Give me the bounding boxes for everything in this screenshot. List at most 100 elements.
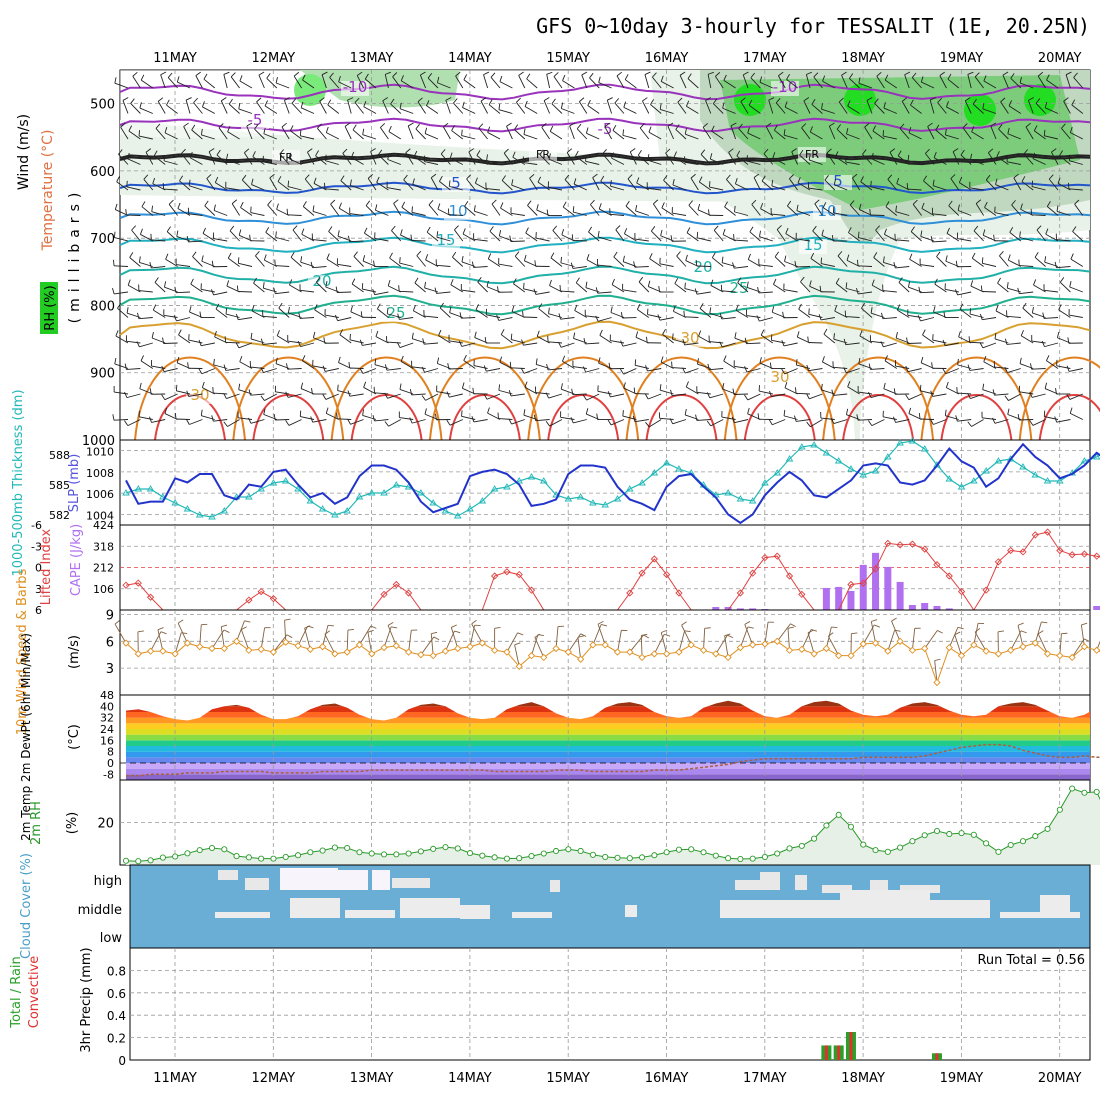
- li-point: [884, 539, 892, 548]
- wind-barb: [561, 234, 575, 242]
- wind-barb: [814, 203, 823, 216]
- wind-barb: [627, 178, 637, 191]
- wind-point: [183, 639, 192, 647]
- wind-barb-flag: [838, 97, 844, 103]
- wind-barb: [827, 635, 840, 656]
- wind-barb: [362, 134, 377, 140]
- wind-barb: [587, 105, 600, 114]
- wind-barb: [462, 107, 476, 114]
- wind-barb-flag: [698, 330, 702, 337]
- wind-barb: [723, 360, 736, 369]
- wind-barb-flag: [807, 629, 814, 634]
- wind-barb-flag: [168, 199, 174, 205]
- wind-barb: [1072, 231, 1084, 242]
- wind-barb: [950, 178, 960, 191]
- wind-barb: [120, 126, 129, 140]
- wind-barb-flag: [238, 229, 242, 236]
- thickness-point: [920, 445, 929, 452]
- wind-barb: [984, 207, 997, 216]
- wind-point: [196, 643, 204, 651]
- wind-barb: [552, 230, 563, 242]
- wind-barb: [251, 184, 265, 191]
- wind-barb: [190, 283, 203, 293]
- wind-barb-flag: [522, 310, 524, 318]
- wind-barb: [1080, 624, 1085, 647]
- wind-barb: [960, 154, 972, 165]
- wind-barb: [188, 213, 203, 216]
- wind-barb: [783, 289, 798, 293]
- wind-barb: [175, 291, 191, 294]
- wind-barb-flag: [1020, 203, 1023, 210]
- contour-35-arch: [547, 394, 620, 441]
- wind-barb: [952, 151, 960, 165]
- wind-barb-flag: [363, 100, 367, 107]
- wind-barb: [230, 76, 240, 89]
- thickness-point: [281, 477, 290, 484]
- wind-barb: [151, 239, 166, 242]
- wind-point: [466, 643, 474, 651]
- wind-barb-flag: [582, 366, 587, 373]
- wind-barb-flag: [822, 202, 827, 208]
- wind-barb-flag: [955, 415, 958, 422]
- wind-barb: [183, 126, 191, 140]
- rh-point: [884, 848, 891, 855]
- contour-line: [119, 265, 1091, 285]
- wind-barb-flag: [273, 414, 276, 421]
- wind-barb-flag: [116, 176, 120, 182]
- li-point: [859, 579, 867, 587]
- wind-barb-flag: [310, 416, 314, 423]
- wind-barb-flag: [1034, 252, 1039, 258]
- wind-barb: [735, 183, 749, 191]
- wind-barb-flag: [113, 231, 116, 238]
- date-label-top: 14MAY: [448, 51, 492, 66]
- wind-barb-flag: [558, 341, 562, 348]
- contour-line: [119, 117, 1091, 133]
- wind-barb-flag: [592, 173, 598, 179]
- wind-barb-flag: [1081, 622, 1088, 626]
- wind-barb-flag: [1044, 382, 1048, 389]
- cloud-block-mid: [512, 912, 552, 918]
- wind-barb: [895, 211, 910, 216]
- wind-barb-flag: [856, 288, 859, 295]
- wind-barb-flag: [1063, 97, 1069, 102]
- thickness-point: [355, 493, 364, 500]
- wind-barb: [611, 284, 625, 293]
- wind-barb: [255, 255, 265, 267]
- wind-barb: [319, 101, 327, 114]
- wind-barb: [1046, 206, 1059, 216]
- wind-barb-flag: [263, 254, 267, 261]
- temp-band: [126, 751, 1090, 758]
- wind-barb-flag: [517, 632, 524, 636]
- wind-barb: [791, 151, 799, 165]
- wind-barb-flag: [841, 71, 847, 76]
- wind-barb: [491, 203, 501, 216]
- wind-barb-flag: [536, 330, 540, 337]
- thickness-point: [1056, 477, 1064, 484]
- wind-barb: [227, 419, 240, 427]
- wind-barb-flag: [847, 100, 851, 107]
- wind-barb-flag: [304, 174, 310, 180]
- wind-barb: [399, 317, 414, 320]
- cloud-block-mid: [345, 910, 395, 918]
- wind-barb: [350, 419, 364, 425]
- slp-tick: 1006: [86, 488, 114, 501]
- wind-barb-flag: [740, 97, 746, 102]
- wind-barb: [164, 393, 178, 401]
- wind-barb-flag: [176, 230, 179, 237]
- wind-barb: [550, 257, 563, 267]
- wind-point: [1007, 646, 1015, 654]
- wind-barb-flag: [790, 623, 796, 628]
- wind-point: [306, 645, 314, 654]
- wind-barb-flag: [682, 339, 685, 346]
- wind-barb-flag: [685, 254, 688, 261]
- wind-barb-flag: [995, 305, 999, 312]
- thickness-point: [748, 497, 757, 504]
- wind-barb-flag: [367, 629, 374, 633]
- wind-barb-flag: [487, 126, 491, 133]
- wind-barb: [287, 340, 302, 344]
- wind-barb: [847, 105, 860, 114]
- temp-band: [126, 774, 1090, 780]
- wind-barb: [477, 281, 488, 293]
- wind-barb-flag: [278, 302, 283, 309]
- wind-barb-flag: [939, 71, 945, 77]
